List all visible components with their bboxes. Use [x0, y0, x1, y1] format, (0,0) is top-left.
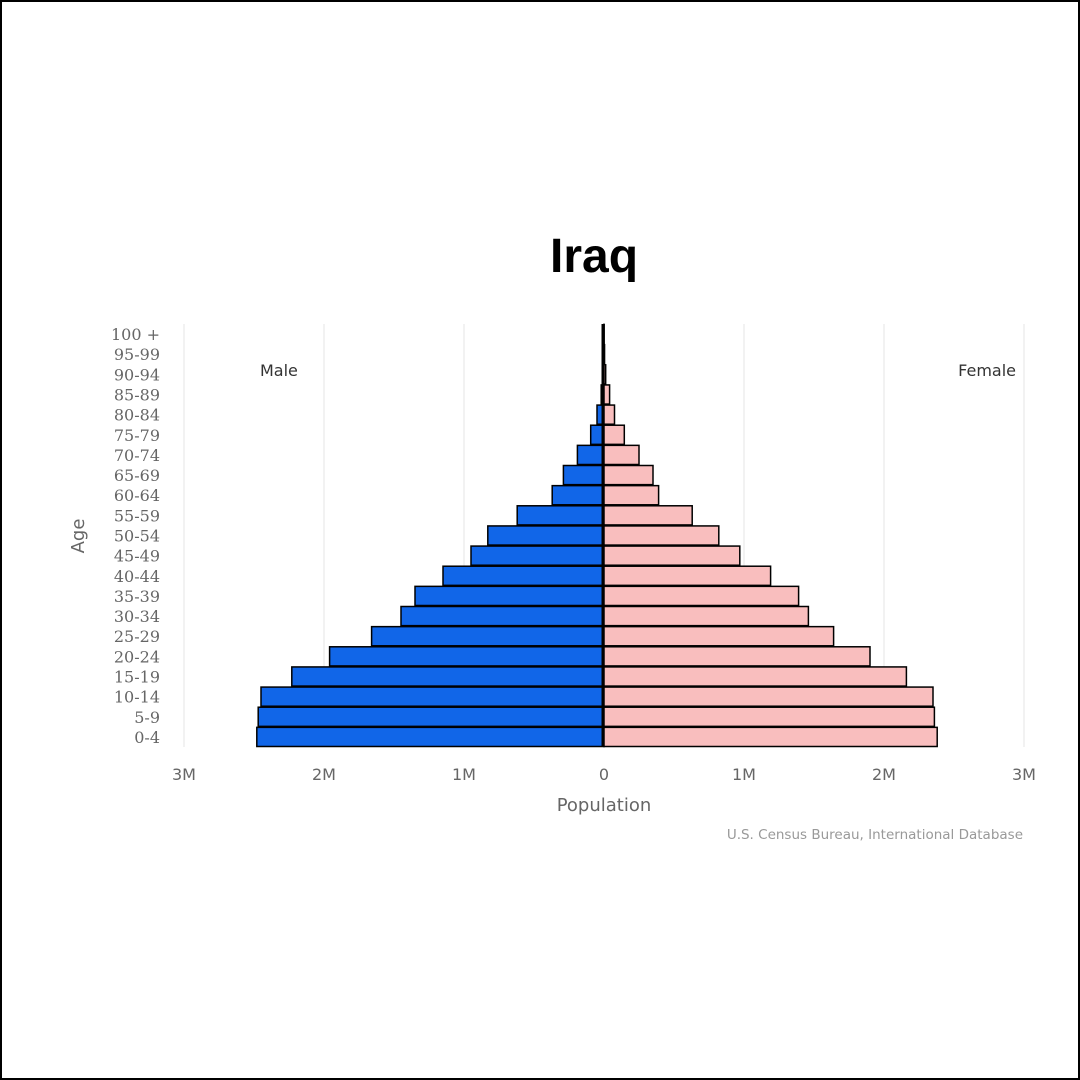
y-tick-label-15-19: 15-19 [114, 668, 160, 687]
y-tick-label-55-59: 55-59 [114, 506, 160, 525]
female-bar-85-89 [603, 384, 611, 405]
y-axis-title: Age [68, 519, 89, 554]
x-tick-label-4: 1M [732, 765, 756, 784]
y-tick-label-100plus: 100 + [111, 325, 160, 344]
female-bar-65-69 [603, 464, 654, 486]
y-tick-label-0-4: 0-4 [134, 728, 160, 747]
female-label: Female [958, 361, 1016, 380]
source-credit: U.S. Census Bureau, International Databa… [727, 827, 1023, 843]
x-tick-labels: 3M 2M 1M 0 1M 2M 3M [172, 765, 1036, 784]
female-bar-35-39 [603, 585, 800, 607]
female-bar-70-74 [603, 444, 640, 466]
y-tick-label-75-79: 75-79 [114, 426, 160, 445]
y-tick-label-45-49: 45-49 [114, 547, 160, 566]
female-bar-30-34 [603, 605, 810, 627]
male-bar-60-64 [551, 484, 605, 506]
x-tick-label-5: 2M [872, 765, 896, 784]
male-bar-35-39 [414, 585, 605, 607]
y-tick-label-80-84: 80-84 [114, 406, 160, 425]
grid-lines [183, 324, 1025, 747]
male-bar-30-34 [400, 605, 605, 627]
male-bar-65-69 [562, 464, 605, 486]
male-bar-0-4 [256, 726, 605, 748]
y-tick-label-95-99: 95-99 [114, 345, 160, 364]
x-tick-label-2: 1M [452, 765, 476, 784]
male-bar-70-74 [576, 444, 605, 466]
male-bar-40-44 [442, 565, 605, 587]
y-tick-label-65-69: 65-69 [114, 466, 160, 485]
x-tick-label-0: 3M [172, 765, 196, 784]
female-bar-15-19 [603, 666, 908, 687]
y-tick-label-10-14: 10-14 [114, 688, 160, 707]
y-tick-label-50-54: 50-54 [114, 527, 160, 546]
chart-title: Iraq [550, 230, 638, 283]
y-tick-label-35-39: 35-39 [114, 587, 160, 606]
x-tick-label-6: 3M [1012, 765, 1036, 784]
female-bar-45-49 [603, 545, 741, 566]
x-axis-title: Population [557, 795, 652, 816]
female-bar-80-84 [603, 404, 616, 425]
y-tick-label-5-9: 5-9 [134, 708, 160, 727]
female-bar-50-54 [603, 525, 720, 546]
bars [256, 323, 938, 748]
female-bar-5-9 [603, 706, 936, 728]
y-tick-label-90-94: 90-94 [114, 365, 160, 384]
female-bar-10-14 [603, 686, 934, 707]
female-bar-40-44 [603, 565, 772, 587]
male-bar-10-14 [260, 686, 605, 707]
x-tick-label-1: 2M [312, 765, 336, 784]
y-tick-label-25-29: 25-29 [114, 627, 160, 646]
male-bar-45-49 [470, 545, 605, 566]
male-bar-50-54 [487, 525, 605, 546]
male-bar-25-29 [370, 625, 605, 647]
female-bar-75-79 [603, 424, 626, 446]
y-tick-label-20-24: 20-24 [114, 647, 160, 666]
male-bar-5-9 [257, 706, 605, 728]
male-bar-55-59 [516, 505, 605, 526]
female-bar-60-64 [603, 484, 660, 506]
female-bar-0-4 [603, 726, 938, 748]
y-tick-label-30-34: 30-34 [114, 607, 160, 626]
male-bar-20-24 [328, 646, 605, 667]
y-tick-label-60-64: 60-64 [114, 486, 160, 505]
female-bar-55-59 [603, 505, 693, 526]
x-tick-label-3: 0 [599, 765, 609, 784]
y-tick-label-85-89: 85-89 [114, 386, 160, 405]
y-tick-label-70-74: 70-74 [114, 446, 160, 465]
female-bar-25-29 [603, 625, 835, 647]
y-tick-label-40-44: 40-44 [114, 567, 160, 586]
female-bar-20-24 [603, 646, 871, 667]
male-bar-15-19 [291, 666, 605, 687]
male-label: Male [260, 361, 298, 380]
